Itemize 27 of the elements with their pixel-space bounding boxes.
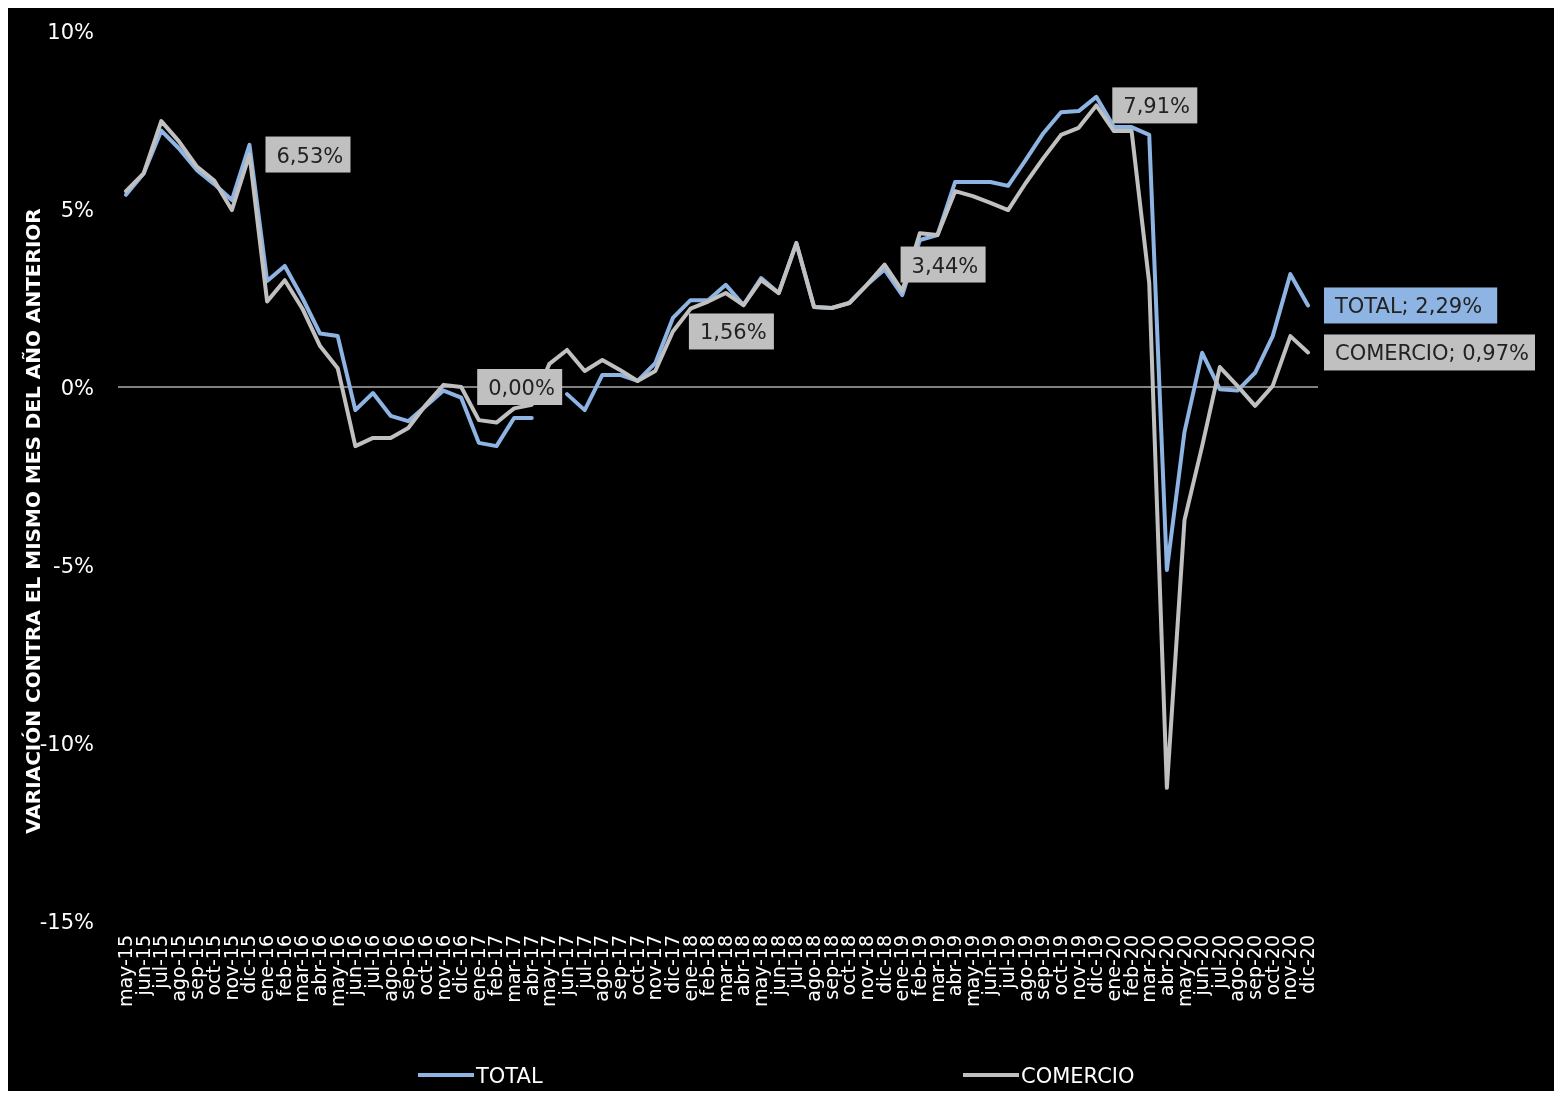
legend-label: COMERCIO <box>1021 1064 1135 1088</box>
x-tick-label: dic-15 <box>237 935 260 994</box>
data-label: 1,56% <box>699 320 767 345</box>
x-tick-label: feb-16 <box>272 935 295 997</box>
y-tick-label: -15% <box>39 910 94 934</box>
x-tick-label: jul-18 <box>784 935 807 990</box>
x-tick-label: feb-17 <box>484 935 507 997</box>
x-tick-label: dic-17 <box>660 935 683 994</box>
y-tick-label: 5% <box>60 198 94 222</box>
x-tick-label: feb-19 <box>907 935 930 997</box>
legend-label: TOTAL <box>475 1064 543 1088</box>
x-tick-label: dic-20 <box>1296 935 1318 994</box>
data-label: TOTAL; 2,29% <box>1334 294 1483 319</box>
x-tick-label: feb-18 <box>696 935 719 997</box>
x-tick-label: may-15 <box>114 935 136 1008</box>
data-label: 6,53% <box>276 143 344 168</box>
data-label: 0,00% <box>488 376 555 400</box>
data-label: COMERCIO; 0,97% <box>1335 341 1529 366</box>
y-tick-label: -10% <box>39 732 94 756</box>
y-tick-label: 0% <box>60 376 94 400</box>
y-tick-label: -5% <box>53 554 94 578</box>
data-label: 7,91% <box>1123 94 1191 119</box>
y-tick-label: 10% <box>47 20 94 44</box>
x-tick-label: jul-20 <box>1207 935 1230 990</box>
data-label: 3,44% <box>911 253 979 278</box>
x-tick-label: dic-16 <box>449 935 472 994</box>
x-tick-label: jul-17 <box>572 935 595 990</box>
